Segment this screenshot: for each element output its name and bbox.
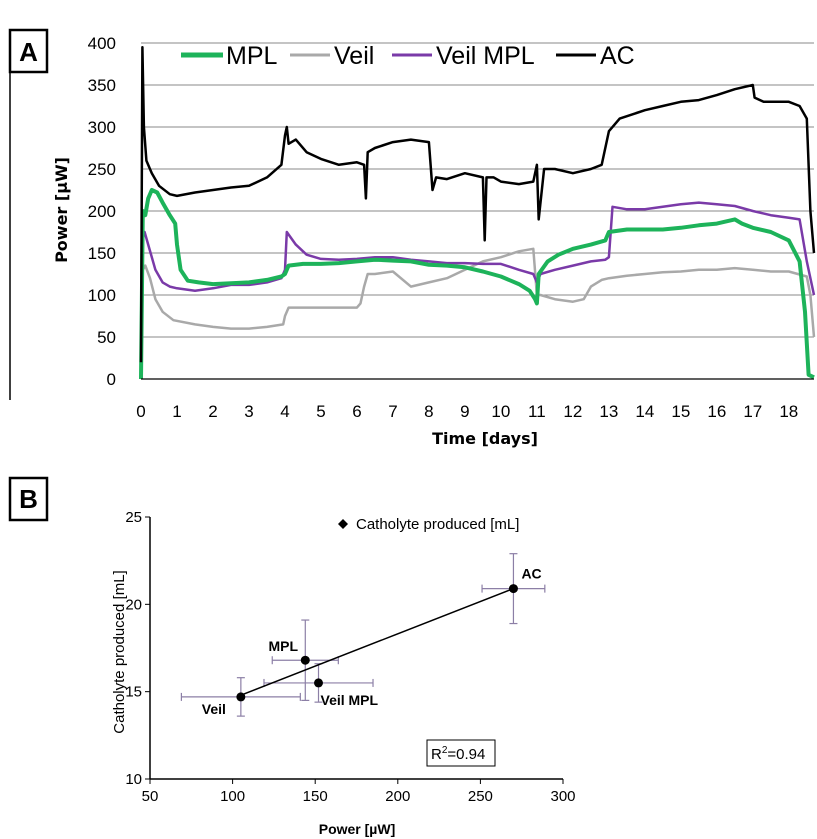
x-tick-label: 200 [385,788,410,805]
x-tick-label: 14 [635,402,654,421]
panel-a-y-ticks: 0 50 100 150 200 250 300 350 400 [88,34,116,389]
panel-b-label: B [19,484,38,514]
panel-a-label: A [19,37,38,67]
legend-label-catholyte: Catholyte produced [mL] [356,516,519,533]
y-tick-label: 25 [125,509,142,526]
y-tick-label: 20 [125,596,142,613]
y-tick-label: 400 [88,34,116,53]
panel-b-axes: 50 100 150 200 250 300 10 15 20 25 [125,509,575,805]
x-tick-label: 50 [142,788,159,805]
x-tick-label: 18 [779,402,798,421]
x-tick-label: 7 [388,402,397,421]
legend-label-ac: AC [600,42,635,70]
panel-b-trendline [240,587,514,696]
y-tick-label: 10 [125,771,142,788]
panel-a-y-axis-label: Power [µW] [52,157,71,263]
data-point-veil [236,692,246,702]
y-tick-label: 250 [88,160,116,179]
x-tick-label: 2 [208,402,217,421]
y-tick-label: 300 [88,118,116,137]
panel-a-x-axis-label: Time [days] [432,429,538,448]
data-point-veil-mpl [314,678,324,688]
y-tick-label: 350 [88,76,116,95]
panel-a-legend: MPL Veil Veil MPL AC [181,42,635,70]
legend-label-mpl: MPL [226,42,278,70]
y-tick-label: 100 [88,286,116,305]
x-tick-label: 8 [424,402,433,421]
point-label: Veil MPL [321,692,379,708]
point-label: Veil [202,701,226,717]
x-tick-label: 0 [136,402,145,421]
point-label: AC [521,566,541,582]
panel-b-x-axis-label: Power [µW] [319,821,396,837]
legend-marker-catholyte [338,519,348,529]
series-line-veil [139,247,816,380]
panel-b-point-labels: Veil MPL Veil MPL AC [202,566,542,717]
x-tick-label: 5 [316,402,325,421]
legend-label-veil-mpl: Veil MPL [436,42,535,70]
x-tick-label: 100 [220,788,245,805]
r2-frame [426,739,496,767]
x-tick-label: 250 [468,788,493,805]
point-label: MPL [269,638,299,654]
panel-b-points [236,584,518,702]
x-tick-label: 3 [244,402,253,421]
x-tick-label: 10 [491,402,510,421]
x-tick-label: 16 [707,402,726,421]
series-line-mpl [139,188,815,380]
y-tick-label: 50 [97,328,116,347]
data-point-ac [508,584,518,594]
x-tick-label: 12 [563,402,582,421]
y-tick-label: 15 [125,684,142,701]
panel-a-grid [141,42,814,338]
x-tick-label: 13 [599,402,618,421]
x-tick-label: 17 [743,402,762,421]
trendline [240,587,514,696]
panel-b: B 50 100 150 200 250 300 10 15 20 25 Veil MPL Veil … [8,476,576,837]
y-tick-label: 0 [107,370,116,389]
x-tick-label: 15 [671,402,690,421]
legend-label-veil: Veil [334,42,374,70]
x-tick-label: 150 [303,788,328,805]
x-tick-label: 11 [528,402,546,421]
x-tick-label: 4 [280,402,289,421]
series-line-veil-mpl [139,201,816,380]
x-tick-label: 6 [352,402,361,421]
series-line-ac [139,45,816,363]
panel-a-x-ticks: 0 1 2 3 4 5 6 7 8 9 10 11 12 13 14 15 16 17 18 [136,402,798,421]
r2-box: R2=0.94 [426,739,496,767]
panel-b-label-box [8,476,49,522]
r2-annotation: R2=0.94 [431,745,485,763]
y-tick-label: 150 [88,244,116,263]
panel-b-y-axis-label: Catholyte produced [mL] [111,570,128,733]
panel-a-series [139,45,816,380]
x-tick-label: 300 [550,788,575,805]
y-tick-label: 200 [88,202,116,221]
x-tick-label: 9 [460,402,469,421]
x-tick-label: 1 [172,402,181,421]
panel-b-legend: Catholyte produced [mL] [338,516,519,533]
data-point-mpl [300,655,310,665]
